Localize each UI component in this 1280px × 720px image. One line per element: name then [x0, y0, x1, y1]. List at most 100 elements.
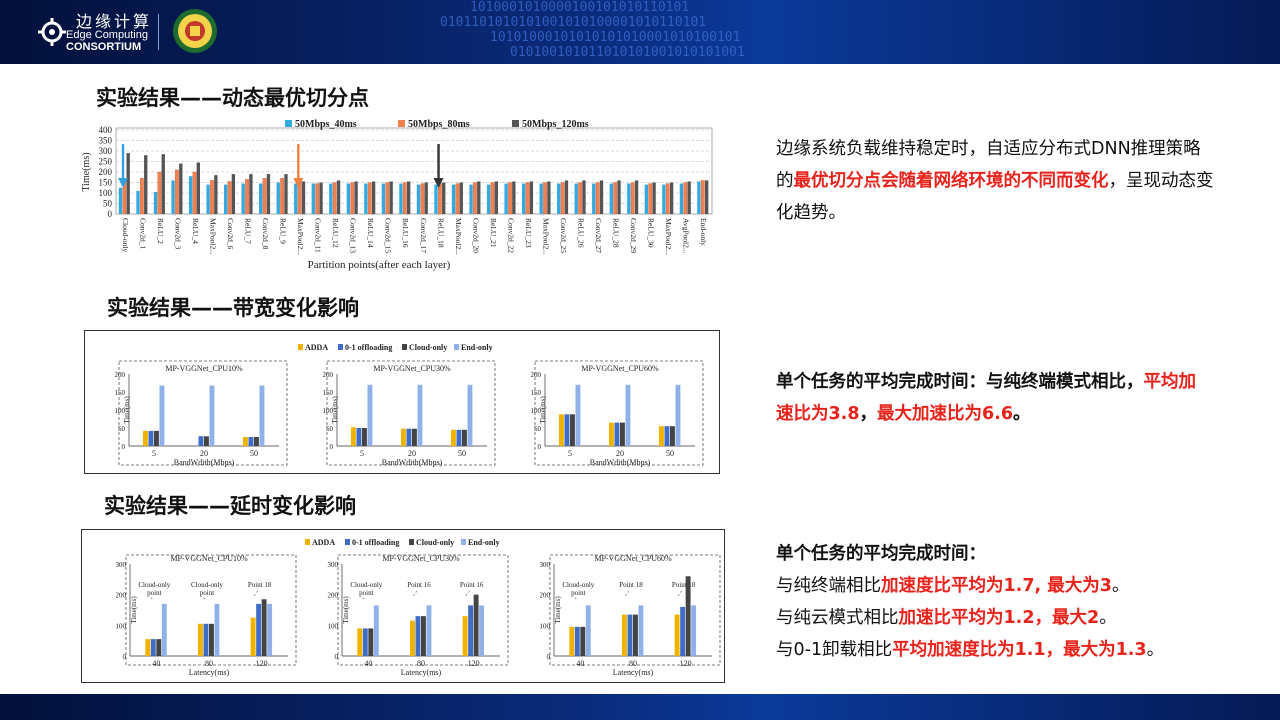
- annotation-label: point: [571, 589, 585, 597]
- x-axis-label: Latency(ms): [613, 668, 654, 677]
- x-tick-label: 80: [417, 659, 425, 668]
- bar-50Mbps_120ms: [161, 154, 165, 214]
- bar-0-1 offloading: [362, 628, 368, 656]
- legend-label: 50Mbps_120ms: [522, 119, 589, 130]
- bar-50Mbps_40ms: [486, 184, 491, 214]
- bar-End-only: [267, 603, 273, 656]
- summary-heading: 单个任务的平均完成时间：: [776, 544, 986, 564]
- summary-text: 边缘系统负载维持稳定时，自适应分布式DNN推理策略的: [776, 139, 1201, 191]
- x-tick-label: 20: [408, 449, 416, 458]
- bar-50Mbps_80ms: [473, 182, 477, 215]
- legend-swatch: [409, 539, 414, 545]
- x-tick-label: Conv2d_27: [594, 218, 603, 253]
- bar-ADDA: [569, 626, 575, 656]
- x-tick-label: ReLU_7: [243, 218, 252, 244]
- x-axis-label: Latency(ms): [189, 668, 230, 677]
- bar-0-1 offloading: [627, 614, 633, 656]
- text-bandwidth-summary: 单个任务的平均完成时间：与纯终端模式相比，平均加速比为3.8，最大加速比为6.6…: [776, 366, 1196, 430]
- bar-ADDA: [143, 430, 148, 446]
- bar-ADDA: [462, 616, 468, 656]
- legend-swatch: [461, 539, 466, 545]
- legend-label: Cloud-only: [416, 538, 454, 547]
- x-tick-label: 40: [364, 659, 372, 668]
- section-title-latency: 实验结果——延时变化影响: [104, 494, 356, 518]
- bar-End-only: [426, 605, 432, 656]
- x-tick-label: Conv2d_1: [138, 218, 147, 250]
- x-tick-label: ReLU_16: [401, 218, 410, 248]
- bar-End-only: [159, 385, 165, 446]
- bar-50Mbps_40ms: [311, 183, 315, 214]
- bar-Cloud-only: [156, 639, 162, 656]
- bar-End-only: [161, 603, 167, 656]
- bar-Cloud-only: [261, 599, 267, 656]
- x-tick-label: MaxPool2...: [454, 218, 463, 255]
- y-tick-label: 0: [122, 443, 126, 451]
- bar-50Mbps_80ms: [683, 182, 688, 215]
- x-tick-label: 120: [256, 659, 268, 668]
- bar-ADDA: [401, 428, 406, 446]
- bar-ADDA: [674, 614, 680, 656]
- bar-Cloud-only: [685, 576, 691, 656]
- bar-Cloud-only: [421, 616, 426, 656]
- x-tick-label: 40: [576, 659, 584, 668]
- bar-50Mbps_80ms: [455, 183, 460, 215]
- bar-50Mbps_80ms: [578, 182, 582, 215]
- annotation-label: point: [200, 589, 214, 597]
- annotation-label: Cloud-only: [138, 581, 170, 589]
- y-tick-label: 100: [540, 622, 551, 630]
- y-tick-label: 300: [328, 561, 339, 569]
- bar-50Mbps_80ms: [525, 182, 530, 215]
- bar-End-only: [479, 605, 485, 656]
- y-tick-label: 50: [326, 425, 334, 433]
- bar-End-only: [585, 605, 591, 656]
- bar-50Mbps_40ms: [171, 180, 175, 214]
- bar-50Mbps_40ms: [259, 183, 263, 214]
- summary-text: 。: [1013, 404, 1031, 424]
- bar-End-only: [691, 605, 697, 656]
- x-tick-label: Cloud-only: [121, 218, 130, 252]
- panel-title: MP-VGGNet_CPU10%: [170, 554, 248, 563]
- x-tick-label: Conv2d_22: [506, 218, 515, 253]
- bar-50Mbps_80ms: [630, 182, 635, 215]
- bar-50Mbps_40ms: [434, 184, 438, 214]
- x-tick-label: ReLU_26: [577, 218, 586, 248]
- y-tick-label: 200: [540, 592, 551, 600]
- bar-50Mbps_120ms: [547, 181, 551, 214]
- annotation-leader: [253, 590, 258, 597]
- logo-cn: 边缘计算: [76, 12, 153, 31]
- bar-0-1 offloading: [203, 623, 209, 656]
- bar-50Mbps_120ms: [249, 174, 253, 214]
- x-tick-label: MaxPool2...: [664, 218, 673, 255]
- panel-title: MP-VGGNet_CPU60%: [594, 554, 672, 563]
- section-title-bandwidth: 实验结果——带宽变化影响: [107, 296, 359, 320]
- annotation-leader: [200, 595, 206, 600]
- bar-50Mbps_40ms: [136, 190, 140, 214]
- y-tick-label: 50: [534, 425, 542, 433]
- bar-50Mbps_80ms: [367, 182, 372, 215]
- x-tick-label: ReLU_2: [156, 218, 165, 244]
- bar-ADDA: [250, 617, 256, 656]
- legend-label: ADDA: [312, 538, 335, 547]
- bar-50Mbps_120ms: [687, 181, 691, 214]
- bar-50Mbps_40ms: [346, 183, 351, 214]
- x-tick-label: 50: [666, 449, 674, 458]
- bar-ADDA: [609, 422, 614, 446]
- bar-Cloud-only: [209, 623, 214, 656]
- y-tick-label: 150: [115, 389, 126, 397]
- x-tick-label: 5: [152, 449, 156, 458]
- plot-frame: [115, 127, 713, 215]
- y-tick-label: 200: [99, 167, 113, 177]
- bar-50Mbps_80ms: [227, 181, 232, 215]
- bar-ADDA: [659, 426, 664, 446]
- bar-50Mbps_120ms: [284, 174, 288, 214]
- y-tick-label: 0: [330, 443, 334, 451]
- bar-50Mbps_40ms: [627, 183, 631, 214]
- arrow-head: [293, 178, 304, 188]
- bar-ADDA: [451, 429, 456, 446]
- bar-50Mbps_80ms: [613, 182, 617, 215]
- binary-decoration: 1010001010000100101010110101 01011010101…: [430, 0, 950, 64]
- bar-50Mbps_40ms: [188, 176, 193, 214]
- bar-50Mbps_40ms: [153, 191, 158, 214]
- annotation-label: Cloud-only: [191, 581, 223, 589]
- bar-Cloud-only: [204, 436, 209, 446]
